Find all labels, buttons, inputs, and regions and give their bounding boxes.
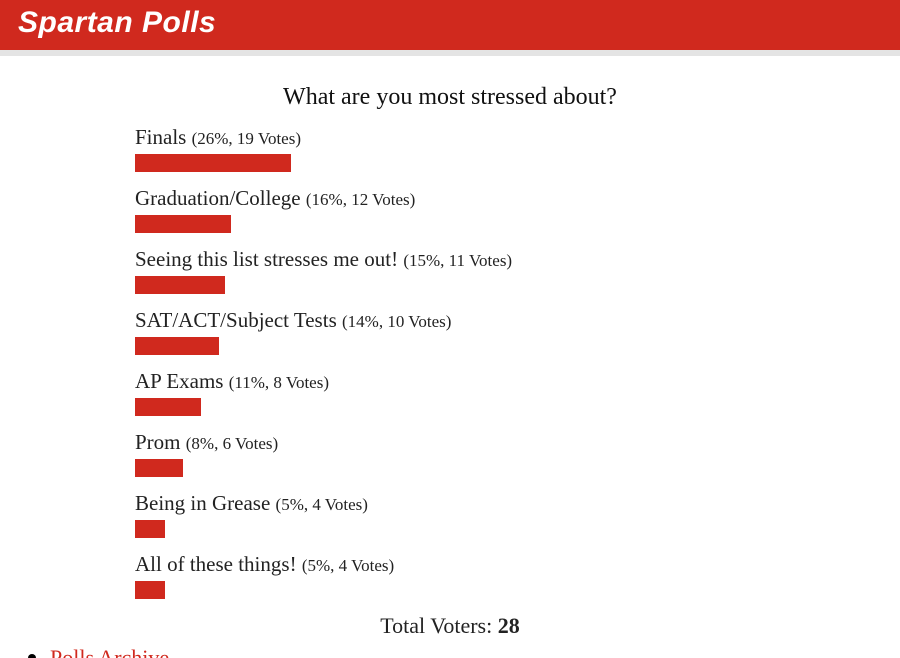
bar-track [135,276,860,294]
option-label: Prom [135,430,186,454]
bar-track [135,581,860,599]
option-label: Seeing this list stresses me out! [135,247,403,271]
bar [135,581,165,599]
bar [135,520,165,538]
option-stats: (5%, 4 Votes) [302,556,394,575]
banner-title: Spartan Polls [18,6,216,39]
bar-track [135,215,860,233]
polls-archive-link[interactable]: Polls Archive [50,645,169,658]
option-line: Being in Grease (5%, 4 Votes) [135,491,860,516]
option-label: All of these things! [135,552,302,576]
poll-option: Finals (26%, 19 Votes) [135,125,860,172]
poll-option: Prom (8%, 6 Votes) [135,430,860,477]
poll-option: SAT/ACT/Subject Tests (14%, 10 Votes) [135,308,860,355]
poll-body: Finals (26%, 19 Votes) Graduation/College… [135,125,860,599]
option-stats: (14%, 10 Votes) [342,312,451,331]
option-stats: (16%, 12 Votes) [306,190,415,209]
option-label: Graduation/College [135,186,306,210]
option-line: Graduation/College (16%, 12 Votes) [135,186,860,211]
option-label: SAT/ACT/Subject Tests [135,308,342,332]
option-stats: (11%, 8 Votes) [229,373,329,392]
option-label: AP Exams [135,369,229,393]
archive-row: Polls Archive [28,645,900,658]
bar [135,276,225,294]
banner-underline [0,50,900,56]
option-stats: (5%, 4 Votes) [276,495,368,514]
total-number: 28 [498,613,520,638]
option-stats: (8%, 6 Votes) [186,434,278,453]
poll-option: Being in Grease (5%, 4 Votes) [135,491,860,538]
option-line: AP Exams (11%, 8 Votes) [135,369,860,394]
option-label: Finals [135,125,192,149]
bar [135,398,201,416]
option-stats: (26%, 19 Votes) [192,129,301,148]
bar-track [135,154,860,172]
total-voters: Total Voters: 28 [0,613,900,639]
poll-option: AP Exams (11%, 8 Votes) [135,369,860,416]
bullet-icon [28,654,36,658]
option-line: All of these things! (5%, 4 Votes) [135,552,860,577]
bar [135,459,183,477]
total-label: Total Voters: [380,613,492,638]
poll-question: What are you most stressed about? [0,84,900,111]
option-line: SAT/ACT/Subject Tests (14%, 10 Votes) [135,308,860,333]
poll-option: All of these things! (5%, 4 Votes) [135,552,860,599]
option-line: Seeing this list stresses me out! (15%, … [135,247,860,272]
bar [135,154,291,172]
bar-track [135,459,860,477]
option-label: Being in Grease [135,491,276,515]
option-stats: (15%, 11 Votes) [403,251,512,270]
option-line: Prom (8%, 6 Votes) [135,430,860,455]
bar [135,337,219,355]
bar-track [135,398,860,416]
bar-track [135,337,860,355]
banner: Spartan Polls [0,0,900,50]
bar [135,215,231,233]
option-line: Finals (26%, 19 Votes) [135,125,860,150]
poll-option: Graduation/College (16%, 12 Votes) [135,186,860,233]
poll-option: Seeing this list stresses me out! (15%, … [135,247,860,294]
bar-track [135,520,860,538]
